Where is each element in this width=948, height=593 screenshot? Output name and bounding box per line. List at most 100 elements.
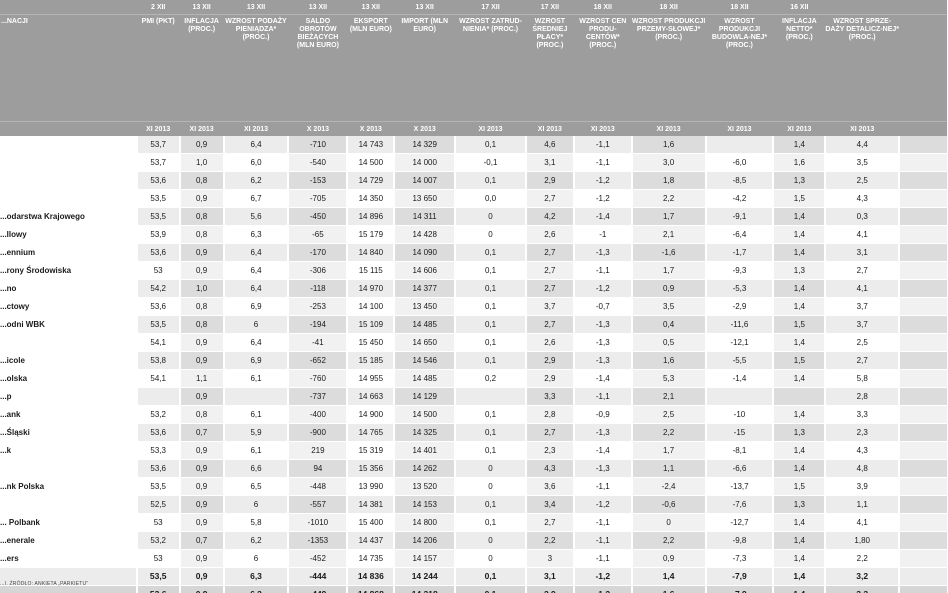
value-cell: 53,9 (135, 225, 180, 244)
value-cell: 1,4 (772, 567, 826, 586)
value-cell: 6,4 (222, 333, 289, 352)
value-cell: 1,6 (630, 351, 706, 370)
value-cell: -1,2 (572, 585, 632, 593)
value-cell: 14 606 (393, 261, 456, 280)
value-cell: 2,5 (824, 333, 900, 352)
value-cell: -8,5 (704, 171, 774, 190)
value-cell: 3,7 (524, 297, 574, 316)
value-cell: 1,6 (772, 153, 826, 172)
value-cell: 0,8 (178, 405, 224, 424)
table-row: 53,6 0,8 6,2 -153 14 729 14 007 0,1 2,9 -1,2 1,8-… (0, 171, 947, 190)
header-period-4: X 2013 (288, 121, 348, 136)
header-date-0 (0, 0, 137, 15)
value-cell: -448 (287, 477, 348, 496)
table-row: ...p 0,9 -737 14 663 14 129 3,3 -1,1 2,1 2,8 (0, 387, 947, 406)
value-cell: 0,7 (178, 423, 224, 442)
header-date-2: 13 XII (179, 0, 224, 15)
value-cell: -7,6 (704, 495, 774, 514)
value-cell: -449 (287, 585, 348, 593)
value-cell: 14 729 (346, 171, 395, 190)
header-date-1: 2 XII (136, 0, 180, 15)
institution-name: ...rony Środowiska (0, 261, 137, 280)
value-cell: 1,0 (178, 279, 224, 298)
value-cell: 2,2 (524, 531, 574, 550)
table-row: 54,1 0,9 6,4 -41 15 450 14 650 0,1 2,6 -1,3 0,5 -1… (0, 333, 947, 352)
value-cell: 13 650 (393, 189, 456, 208)
value-cell (898, 225, 947, 244)
value-cell: -1,1 (572, 261, 632, 280)
institution-name: ...odarstwa Krajowego (0, 207, 137, 226)
value-cell: 0,9 (178, 441, 224, 460)
value-cell: 0,1 (454, 405, 526, 424)
value-cell: -1,7 (704, 243, 774, 262)
value-cell: -12,1 (704, 333, 774, 352)
value-cell: 15 179 (346, 225, 395, 244)
value-cell: 3,3 (824, 405, 900, 424)
value-cell (898, 315, 947, 334)
value-cell: 13 520 (393, 477, 456, 496)
value-cell: 6,9 (222, 351, 289, 370)
value-cell: 2,6 (524, 225, 574, 244)
value-cell: 0,9 (178, 189, 224, 208)
value-cell: 14 100 (346, 297, 395, 316)
value-cell: 14 401 (393, 441, 456, 460)
value-cell: -400 (287, 405, 348, 424)
institution-name: ...no (0, 279, 137, 298)
value-cell: 14 262 (393, 459, 456, 478)
institution-name (0, 495, 137, 514)
header-date-9: 18 XII (573, 0, 632, 15)
value-cell: 0,5 (630, 333, 706, 352)
value-cell: 0,8 (178, 171, 224, 190)
value-cell: 15 450 (346, 333, 395, 352)
value-cell: 14 500 (393, 405, 456, 424)
header-date-4: 13 XII (288, 0, 348, 15)
value-cell (222, 387, 289, 406)
value-cell: 6,3 (222, 567, 289, 586)
value-cell: 2,6 (524, 333, 574, 352)
value-cell: 1,4 (772, 243, 826, 262)
value-cell: 53,6 (135, 297, 180, 316)
header-date-7: 17 XII (455, 0, 526, 15)
header-date-13 (825, 0, 900, 15)
value-cell: 2,9 (524, 369, 574, 388)
value-cell: 2,9 (524, 171, 574, 190)
value-cell: -1,1 (572, 136, 632, 154)
value-cell: 0,1 (454, 585, 526, 593)
header-period-8: XI 2013 (525, 121, 574, 136)
value-cell (898, 549, 947, 568)
institution-name: ...nk Polska (0, 477, 137, 496)
value-cell: 0,1 (454, 423, 526, 442)
institution-name: ...ank (0, 405, 137, 424)
table-row: ...icole 53,8 0,9 6,9 -652 15 185 14 546 0,1 2,9… (0, 351, 947, 370)
header-period-10: XI 2013 (631, 121, 706, 136)
value-cell: 1,4 (772, 333, 826, 352)
institution-name (0, 136, 137, 154)
value-cell: 1,8 (630, 171, 706, 190)
value-cell: 0,9 (178, 351, 224, 370)
value-cell: 15 319 (346, 441, 395, 460)
value-cell: -4,2 (704, 189, 774, 208)
header-date-10: 18 XII (631, 0, 706, 15)
value-cell: 2,7 (524, 423, 574, 442)
value-cell: 14 377 (393, 279, 456, 298)
value-cell (898, 171, 947, 190)
table-row: ...llowy 53,9 0,8 6,3 -65 15 179 14 428 0 2,6 -1 2… (0, 225, 947, 244)
value-cell: 6,4 (222, 279, 289, 298)
value-cell: -0,1 (454, 153, 526, 172)
table-row: 52,5 0,9 6 -557 14 381 14 153 0,1 3,4 -1,2 -0,6 -7… (0, 495, 947, 514)
value-cell: 0,9 (178, 387, 224, 406)
value-cell: -2,4 (630, 477, 706, 496)
value-cell: 5,6 (222, 207, 289, 226)
value-cell: -705 (287, 189, 348, 208)
value-cell: 52,5 (135, 495, 180, 514)
value-cell: 1,3 (772, 495, 826, 514)
value-cell: -1,1 (572, 153, 632, 172)
value-cell: -253 (287, 297, 348, 316)
table-row: ...olska 54,1 1,1 6,1 -760 14 955 14 485 0,2 2,9… (0, 369, 947, 388)
value-cell: 0 (454, 225, 526, 244)
header-date-5: 13 XII (347, 0, 395, 15)
value-cell: -1,6 (630, 243, 706, 262)
table-row: 53,7 0,9 6,4 -710 14 743 14 329 0,1 4,6 -1,1 1,6 1… (0, 136, 947, 154)
value-cell: -900 (287, 423, 348, 442)
value-cell: 14 350 (346, 189, 395, 208)
